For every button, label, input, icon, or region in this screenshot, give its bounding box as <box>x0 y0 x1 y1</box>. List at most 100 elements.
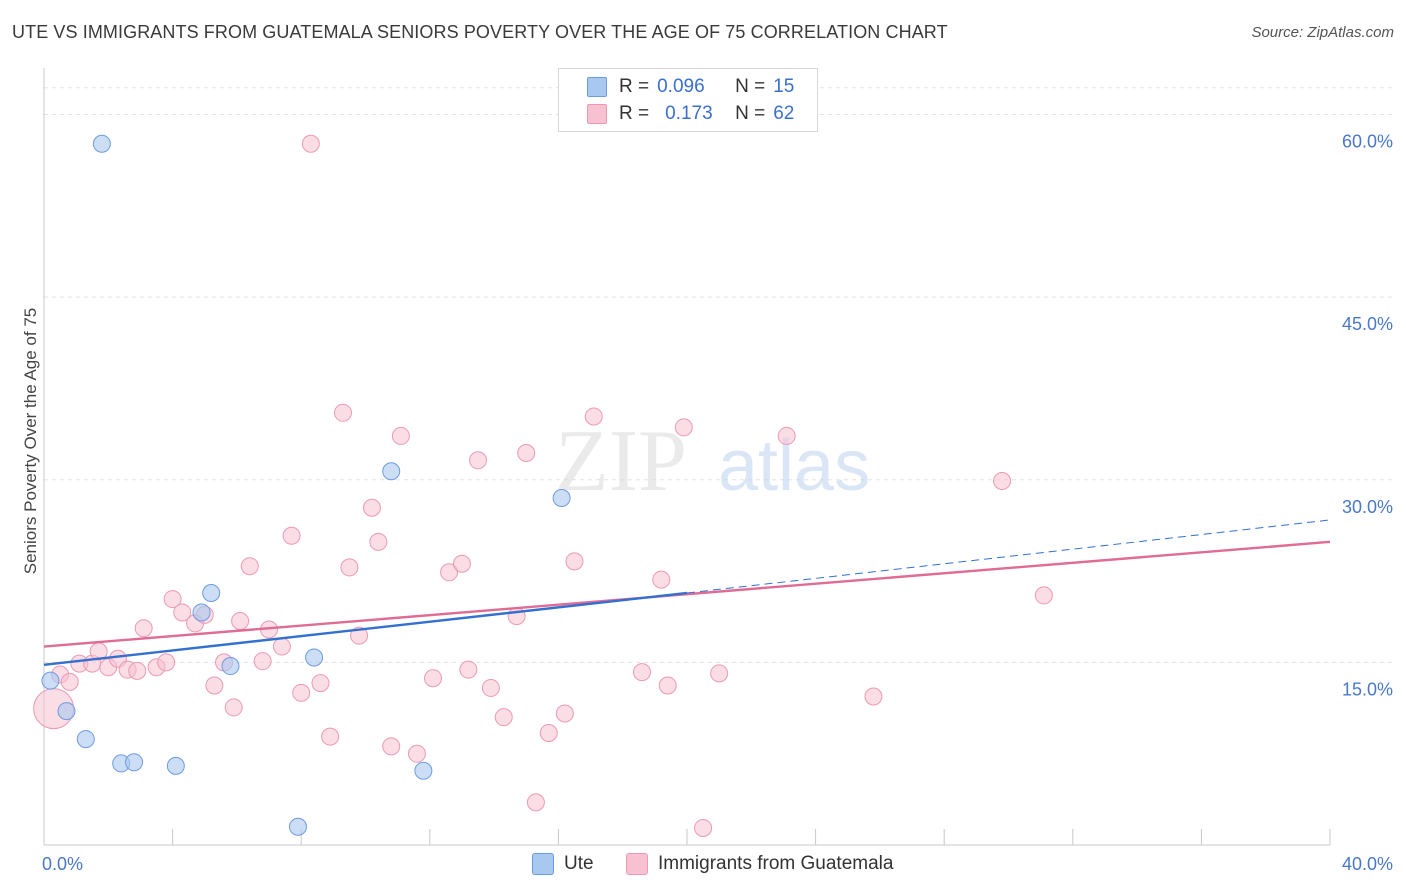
guatemala-point <box>205 676 224 695</box>
guatemala-point <box>539 723 558 742</box>
guatemala-point <box>240 557 259 576</box>
guatemala-point <box>253 652 272 671</box>
gridlines <box>44 87 1392 663</box>
guatemala-point <box>340 558 359 577</box>
guatemala-point <box>993 471 1012 490</box>
guatemala-point <box>362 498 381 517</box>
guatemala-point <box>481 678 500 697</box>
bottom-swatch-guatemala <box>626 853 648 875</box>
ute-point <box>202 583 221 602</box>
ute-point <box>221 657 240 676</box>
bottom-swatch-ute <box>532 853 554 875</box>
guatemala-trend-line <box>43 540 1331 648</box>
ute-trend-line <box>43 591 688 667</box>
ute-point <box>92 134 111 153</box>
legend-r-value: 0.096 <box>657 76 705 97</box>
ute-trend-extension <box>686 519 1331 594</box>
legend-r-value: 0.173 <box>665 103 713 124</box>
guatemala-point <box>452 554 471 573</box>
chart-title: UTE VS IMMIGRANTS FROM GUATEMALA SENIORS… <box>12 22 948 42</box>
x-tick-min: 0.0% <box>42 854 83 874</box>
legend-row-guatemala: R = 0.173 N = 62 <box>587 102 794 126</box>
guatemala-point <box>272 637 291 656</box>
guatemala-point <box>350 626 369 645</box>
guatemala-point <box>231 611 250 630</box>
guatemala-point <box>440 563 459 582</box>
legend-n-value: 15 <box>773 76 795 97</box>
watermark: ZIP atlas <box>555 413 870 510</box>
y-tick-label: 30.0% <box>1342 497 1393 517</box>
y-tick-label: 45.0% <box>1342 314 1393 334</box>
legend-swatch-ute <box>587 77 607 97</box>
ute-point <box>382 462 401 481</box>
guatemala-point <box>494 708 513 727</box>
guatemala-point <box>674 418 693 437</box>
guatemala-point <box>369 532 388 551</box>
guatemala-point <box>128 661 147 680</box>
guatemala-point <box>1034 586 1053 605</box>
ute-point <box>552 489 571 508</box>
guatemala-point <box>864 687 883 706</box>
y-tick-label: 60.0% <box>1342 132 1393 152</box>
guatemala-point <box>321 727 340 746</box>
guatemala-point <box>469 451 488 470</box>
series-guatemala-points <box>33 134 1053 837</box>
guatemala-point <box>282 526 301 545</box>
guatemala-point <box>777 426 796 445</box>
y-ticks: 15.0% 30.0% 45.0% 60.0% <box>1342 132 1393 700</box>
ute-point <box>305 648 324 667</box>
ute-point <box>41 671 60 690</box>
ute-point <box>166 756 185 775</box>
guatemala-point <box>658 676 677 695</box>
guatemala-point <box>584 407 603 426</box>
ute-point <box>414 761 433 780</box>
ute-point <box>57 702 76 721</box>
guatemala-point <box>292 683 311 702</box>
guatemala-point <box>632 663 651 682</box>
legend-swatch-guatemala <box>587 104 607 124</box>
legend-n-label: N = <box>735 103 766 124</box>
guatemala-point <box>333 403 352 422</box>
guatemala-point <box>565 552 584 571</box>
legend-n-value: 62 <box>773 103 795 124</box>
bottom-legend-ute: Ute <box>532 852 594 876</box>
ute-point <box>192 603 211 622</box>
watermark-zip: ZIP <box>555 413 687 510</box>
guatemala-point <box>459 660 478 679</box>
bottom-label-ute: Ute <box>564 853 594 874</box>
bottom-legend-guatemala: Immigrants from Guatemala <box>626 852 893 876</box>
bottom-label-guatemala: Immigrants from Guatemala <box>658 853 894 874</box>
legend-row-ute: R = 0.096 N = 15 <box>587 75 794 99</box>
y-axis-label: Seniors Poverty Over the Age of 75 <box>21 308 40 574</box>
guatemala-point <box>163 590 182 609</box>
guatemala-point <box>517 443 536 462</box>
y-tick-label: 15.0% <box>1342 679 1393 699</box>
ute-point <box>288 817 307 836</box>
guatemala-point <box>157 653 176 672</box>
guatemala-point <box>301 134 320 153</box>
guatemala-point <box>652 570 671 589</box>
series-ute-points <box>41 134 571 836</box>
guatemala-point <box>526 793 545 812</box>
guatemala-point <box>311 674 330 693</box>
axes <box>43 68 1331 846</box>
legend-n-label: N = <box>735 76 766 97</box>
guatemala-point <box>694 818 713 837</box>
guatemala-point <box>134 619 153 638</box>
guatemala-point <box>555 704 574 723</box>
legend-r-label: R = <box>619 76 650 97</box>
x-tick-max: 40.0% <box>1342 854 1393 874</box>
correlation-legend: R = 0.096 N = 15 R = 0.173 N = 62 <box>558 68 818 132</box>
guatemala-point <box>382 737 401 756</box>
guatemala-point <box>407 744 426 763</box>
guatemala-point <box>224 698 243 717</box>
trend-lines <box>43 519 1331 667</box>
legend-r-label: R = <box>619 103 650 124</box>
guatemala-point <box>424 669 443 688</box>
guatemala-point <box>391 426 410 445</box>
ute-point <box>125 753 144 772</box>
guatemala-point <box>710 664 729 683</box>
source-label: Source: ZipAtlas.com <box>1251 24 1394 41</box>
guatemala-point <box>60 672 79 691</box>
